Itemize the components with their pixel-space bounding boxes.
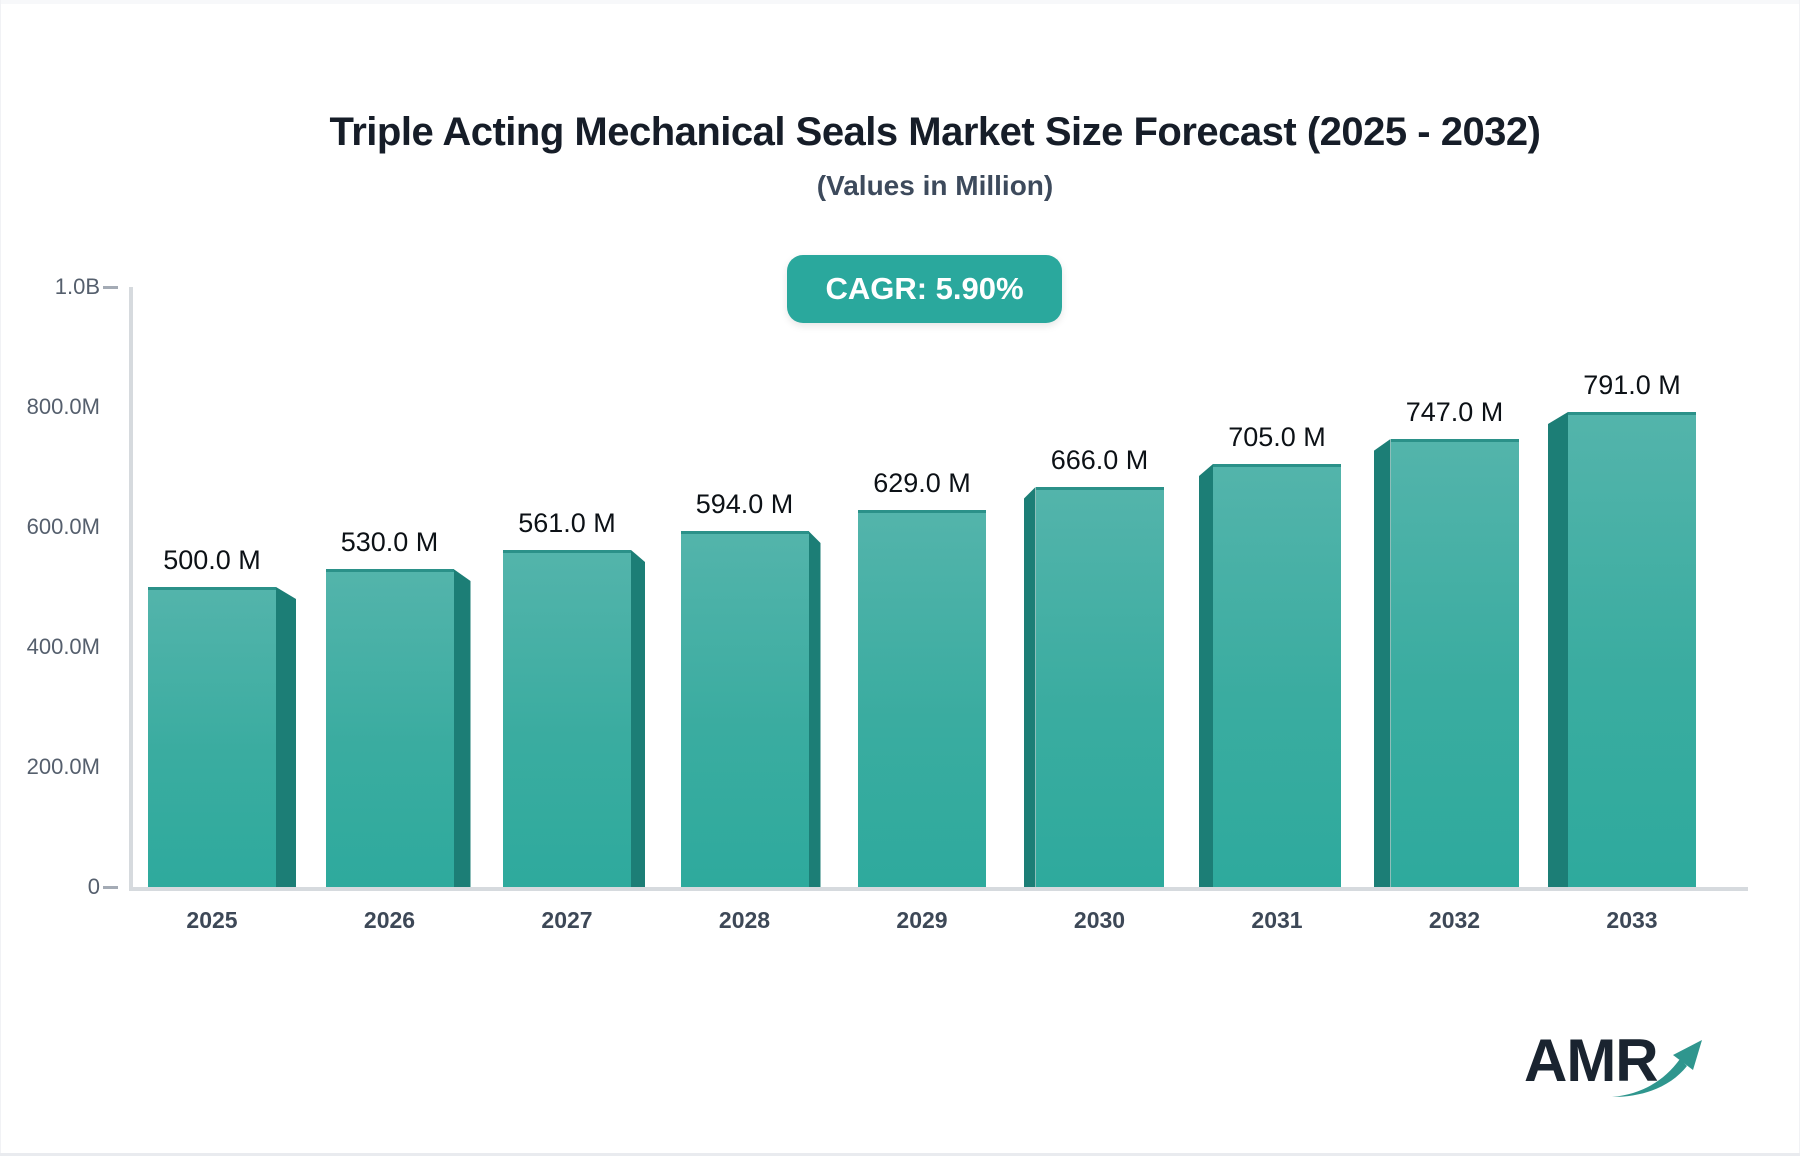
card-left-edge <box>0 0 1 1156</box>
bar-3d-side-2027 <box>631 550 645 887</box>
amr-logo: AMR <box>1524 1026 1724 1106</box>
bar-2031[interactable] <box>1213 464 1341 887</box>
y-axis-line <box>129 287 133 891</box>
y-axis-tick-label: 800.0M <box>26 394 100 419</box>
y-axis-tick-label: 400.0M <box>26 634 100 659</box>
bar-value-label-2032: 747.0 M <box>1405 397 1504 427</box>
bar-2026[interactable] <box>325 569 454 887</box>
bar-3d-side-2026 <box>453 569 471 887</box>
x-axis-tick-label-2031: 2031 <box>1251 907 1303 933</box>
cagr-badge-label: CAGR: 5.90% <box>825 271 1024 306</box>
y-axis-tick-label: 1.0B <box>54 274 100 299</box>
cagr-badge: CAGR: 5.90% <box>787 255 1062 323</box>
x-axis-tick-label-2030: 2030 <box>1073 907 1126 933</box>
bar-2029[interactable] <box>858 510 986 887</box>
bar-value-label-2033: 791.0 M <box>1583 370 1681 400</box>
bar-value-label-2027: 561.0 M <box>518 508 616 538</box>
amr-logo-text: AMR <box>1524 1027 1659 1094</box>
bar-3d-side-2028 <box>808 531 821 887</box>
bar-2025[interactable] <box>148 587 276 887</box>
y-axis-tick-label: 0 <box>87 874 100 899</box>
bar-value-label-2028: 594.0 M <box>695 489 794 519</box>
x-axis-tick-label-2026: 2026 <box>363 907 416 933</box>
bar-value-label-2026: 530.0 M <box>340 527 439 557</box>
x-axis-tick-label-2025: 2025 <box>186 907 238 933</box>
card-bottom-edge <box>0 1153 1800 1156</box>
bar-value-label-2030: 666.0 M <box>1050 445 1149 475</box>
bar-3d-side-2030 <box>1023 487 1036 887</box>
bar-3d-side-2033 <box>1548 412 1568 887</box>
amr-growth-arrow-icon <box>1612 1040 1702 1097</box>
bar-2033[interactable] <box>1568 412 1696 887</box>
chart-subtitle: (Values in Million) <box>816 170 1054 201</box>
bar-value-label-2029: 629.0 M <box>873 468 971 498</box>
y-axis-tick-label: 200.0M <box>26 754 100 779</box>
x-axis-tick-label-2029: 2029 <box>896 907 948 933</box>
bar-2028[interactable] <box>680 531 809 887</box>
bar-2030[interactable] <box>1035 487 1164 887</box>
bar-2027[interactable] <box>503 550 631 887</box>
y-axis-tick-label: 600.0M <box>26 514 100 539</box>
y-axis-tick-mark <box>103 286 118 289</box>
x-axis-tick-label-2027: 2027 <box>541 907 593 933</box>
bar-value-label-2031: 705.0 M <box>1228 422 1326 452</box>
x-axis-tick-label-2032: 2032 <box>1428 907 1481 933</box>
bar-value-label-2025: 500.0 M <box>163 545 261 575</box>
bar-3d-side-2031 <box>1199 464 1213 887</box>
card-top-edge <box>0 0 1800 4</box>
x-axis-line <box>129 887 1748 891</box>
bar-3d-side-2032 <box>1373 439 1391 887</box>
chart-title: Triple Acting Mechanical Seals Market Si… <box>329 110 1542 154</box>
bar-3d-side-2025 <box>276 587 296 887</box>
x-axis-tick-label-2033: 2033 <box>1606 907 1658 933</box>
bar-2032[interactable] <box>1390 439 1519 887</box>
y-axis-tick-mark <box>103 886 118 889</box>
x-axis-tick-label-2028: 2028 <box>718 907 771 933</box>
